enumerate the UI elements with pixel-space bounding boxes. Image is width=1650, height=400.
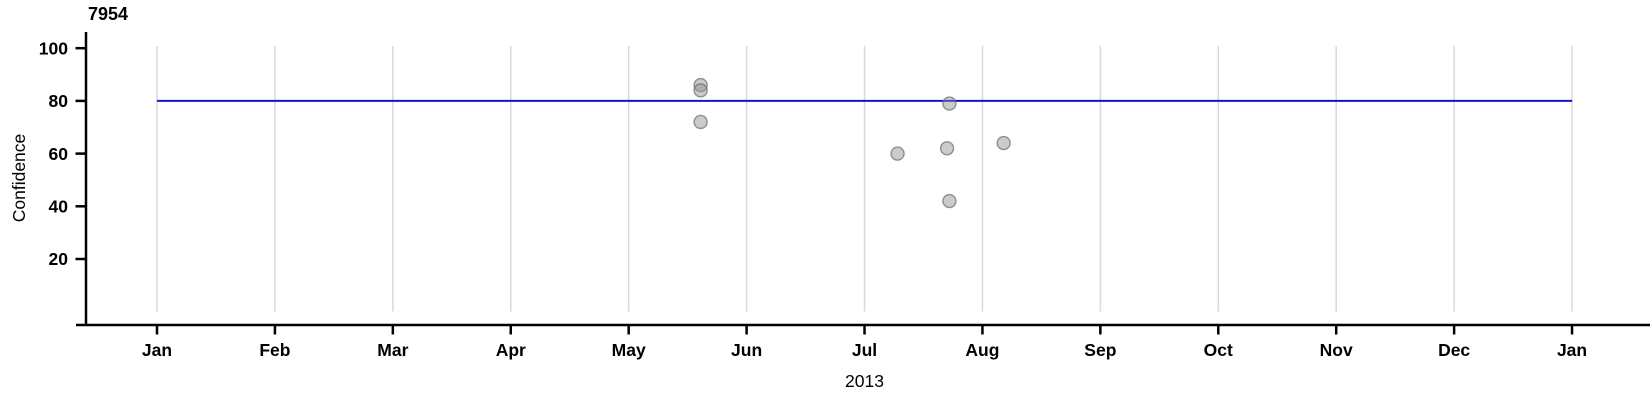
x-tick-label: Apr (496, 340, 526, 360)
y-tick-label: 40 (49, 197, 69, 217)
x-axis-ticks: Jan Feb Mar Apr May Jun Jul Aug Sep Oct Nov Dec Jan (142, 325, 1587, 360)
data-point (693, 77, 708, 93)
scatter-points (693, 77, 1011, 209)
x-tick-label: Jun (731, 340, 762, 360)
data-point (693, 83, 708, 98)
x-tick-label: Jan (142, 340, 172, 360)
x-tick-label: Jan (1557, 340, 1587, 360)
x-tick-label: Feb (259, 340, 290, 360)
data-point (942, 96, 957, 111)
y-tick-label: 60 (49, 144, 69, 164)
x-axis-label: 2013 (845, 371, 884, 391)
gridlines (156, 46, 1573, 312)
data-point (693, 114, 708, 130)
data-point (996, 135, 1011, 151)
x-tick-label: Aug (965, 340, 999, 360)
data-point (939, 141, 955, 156)
y-axis-label: Confidence (9, 134, 29, 223)
y-tick-label: 100 (39, 38, 68, 58)
x-tick-label: May (612, 340, 646, 360)
y-axis-ticks: 20 40 60 80 100 (39, 38, 86, 269)
data-point (942, 193, 957, 209)
data-point (890, 146, 905, 161)
x-tick-label: Sep (1084, 340, 1116, 360)
y-tick-label: 80 (49, 91, 69, 111)
x-tick-label: Oct (1204, 340, 1233, 360)
x-tick-label: Nov (1320, 340, 1353, 360)
x-tick-label: Jul (852, 340, 877, 360)
y-tick-label: 20 (49, 249, 69, 269)
x-tick-label: Mar (377, 340, 408, 360)
chart-title: 7954 (88, 4, 128, 24)
x-tick-label: Dec (1438, 340, 1470, 360)
